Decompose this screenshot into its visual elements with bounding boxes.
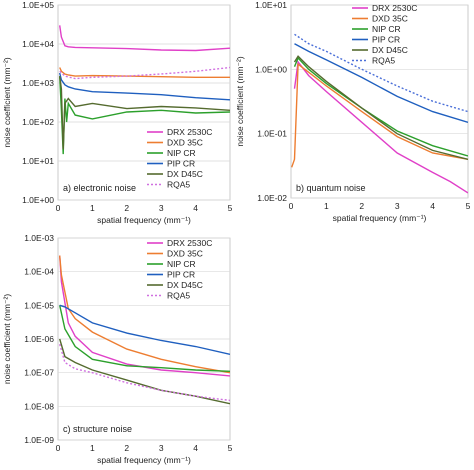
x-tick-label: 3 xyxy=(395,201,400,211)
y-tick-label: 1.0E-08 xyxy=(24,401,54,411)
x-tick-label: 5 xyxy=(228,443,233,453)
legend-label: DX D45C xyxy=(372,45,408,55)
x-tick-label: 3 xyxy=(159,443,164,453)
y-tick-label: 1.0E-05 xyxy=(24,300,54,310)
y-tick-label: 1.0E-09 xyxy=(24,435,54,445)
series-line-rqa5 xyxy=(294,33,468,113)
series-line-dxd-35c xyxy=(59,67,230,79)
series-line-rqa5 xyxy=(59,66,230,80)
x-axis-label: spatial frequency (mm⁻¹) xyxy=(97,455,191,465)
legend-label: DXD 35C xyxy=(372,14,408,24)
legend-label: DRX 2530C xyxy=(372,3,417,13)
y-tick-label: 1.0E+00 xyxy=(22,195,54,205)
chart-panel-3: 1.0E-09 1.0E-08 1.0E-07 1.0E-06 1.0E-05 1.0E-… xyxy=(2,233,233,465)
legend-label: PIP CR xyxy=(167,159,195,169)
chart-panel-1: 1.0E+00 1.0E+01 1.0E+02 1.0E+03 1.0E+04 1.0E+… xyxy=(2,0,233,225)
y-axis-label: noise coefficient (mm⁻²) xyxy=(2,57,12,147)
series-line-pip-cr xyxy=(294,43,468,123)
legend-label: DX D45C xyxy=(167,280,203,290)
series-line-rqa5 xyxy=(59,344,230,402)
x-tick-label: 3 xyxy=(159,203,164,213)
x-axis-label: spatial frequency (mm⁻¹) xyxy=(333,213,427,223)
legend-label: RQA5 xyxy=(167,291,190,301)
series-line-drx-2530c xyxy=(59,255,230,377)
series-line-nip-cr xyxy=(59,76,230,155)
legend-label: DRX 2530C xyxy=(167,238,212,248)
x-tick-label: 5 xyxy=(228,203,233,213)
series-line-drx-2530c xyxy=(59,25,230,52)
x-tick-label: 1 xyxy=(90,203,95,213)
legend-label: RQA5 xyxy=(167,180,190,190)
y-tick-label: 1.0E-06 xyxy=(24,334,54,344)
y-tick-label: 1.0E-07 xyxy=(24,368,54,378)
chart-panel-2: 1.0E-02 1.0E-01 1.0E+00 1.0E+01 0 1 2 3 4 5 spatia… xyxy=(235,0,471,223)
legend-label: PIP CR xyxy=(167,270,195,280)
x-tick-label: 0 xyxy=(56,443,61,453)
y-axis-label: noise coefficient (mm⁻²) xyxy=(2,294,12,384)
legend-label: DRX 2530C xyxy=(167,127,212,137)
y-tick-label: 1.0E+00 xyxy=(255,64,287,74)
y-tick-label: 1.0E-04 xyxy=(24,267,54,277)
legend-label: RQA5 xyxy=(372,56,395,66)
series-line-dxd-35c xyxy=(291,62,468,168)
panel-label: a) electronic noise xyxy=(63,183,136,193)
series-line-nip-cr xyxy=(59,305,230,372)
panel-label: c) structure noise xyxy=(63,424,132,434)
y-tick-label: 1.0E+01 xyxy=(255,0,287,10)
legend-label: PIP CR xyxy=(372,35,400,45)
legend-label: NIP CR xyxy=(372,24,401,34)
x-tick-label: 2 xyxy=(359,201,364,211)
legend-label: DXD 35C xyxy=(167,138,203,148)
series-line-dx-d45c xyxy=(293,55,468,160)
legend-label: NIP CR xyxy=(167,259,196,269)
panel-label: b) quantum noise xyxy=(296,183,366,193)
x-tick-label: 1 xyxy=(324,201,329,211)
legend-label: NIP CR xyxy=(167,148,196,158)
y-tick-label: 1.0E-01 xyxy=(257,129,287,139)
x-tick-label: 4 xyxy=(193,203,198,213)
y-tick-label: 1.0E-02 xyxy=(257,193,287,203)
x-tick-label: 4 xyxy=(430,201,435,211)
x-tick-label: 0 xyxy=(56,203,61,213)
series-line-dx-d45c xyxy=(59,76,230,150)
y-tick-label: 1.0E+03 xyxy=(22,78,54,88)
legend-label: DXD 35C xyxy=(167,249,203,259)
y-tick-label: 1.0E+05 xyxy=(22,0,54,10)
series-line-dxd-35c xyxy=(59,255,230,374)
x-tick-label: 2 xyxy=(124,443,129,453)
x-tick-label: 1 xyxy=(90,443,95,453)
series-line-pip-cr xyxy=(59,72,230,101)
plot-area xyxy=(57,4,231,201)
x-tick-label: 0 xyxy=(289,201,294,211)
y-tick-label: 1.0E+02 xyxy=(22,117,54,127)
legend-label: DX D45C xyxy=(167,169,203,179)
x-tick-label: 2 xyxy=(124,203,129,213)
x-tick-label: 5 xyxy=(466,201,471,211)
x-tick-label: 4 xyxy=(193,443,198,453)
series-line-pip-cr xyxy=(59,304,230,355)
y-tick-label: 1.0E-03 xyxy=(24,233,54,243)
x-axis-label: spatial frequency (mm⁻¹) xyxy=(97,215,191,225)
y-tick-label: 1.0E+01 xyxy=(22,156,54,166)
y-axis-label: noise coefficient (mm⁻²) xyxy=(235,56,245,146)
series-line-nip-cr xyxy=(293,56,468,157)
y-tick-label: 1.0E+04 xyxy=(22,39,54,49)
